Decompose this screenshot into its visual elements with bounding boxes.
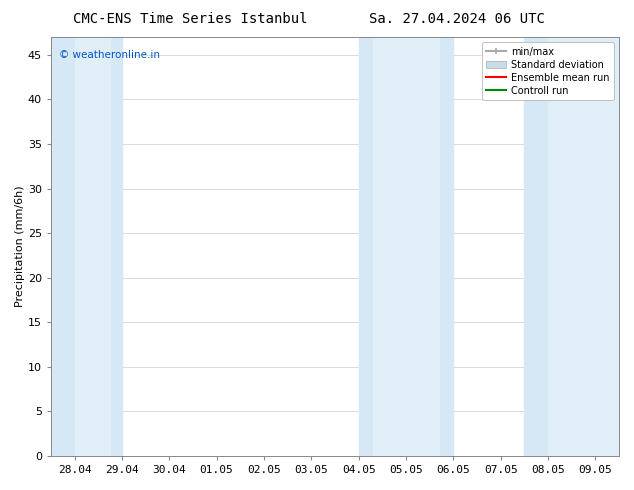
- Bar: [548, 37, 619, 456]
- Legend: min/max, Standard deviation, Ensemble mean run, Controll run: min/max, Standard deviation, Ensemble me…: [482, 42, 614, 100]
- Y-axis label: Precipitation (mm/6h): Precipitation (mm/6h): [15, 186, 25, 307]
- Bar: [359, 37, 453, 456]
- Text: Sa. 27.04.2024 06 UTC: Sa. 27.04.2024 06 UTC: [368, 12, 545, 26]
- Text: © weatheronline.in: © weatheronline.in: [60, 49, 160, 60]
- Bar: [51, 37, 122, 456]
- Bar: [75, 37, 110, 456]
- Text: CMC-ENS Time Series Istanbul: CMC-ENS Time Series Istanbul: [73, 12, 307, 26]
- Bar: [373, 37, 439, 456]
- Bar: [524, 37, 619, 456]
